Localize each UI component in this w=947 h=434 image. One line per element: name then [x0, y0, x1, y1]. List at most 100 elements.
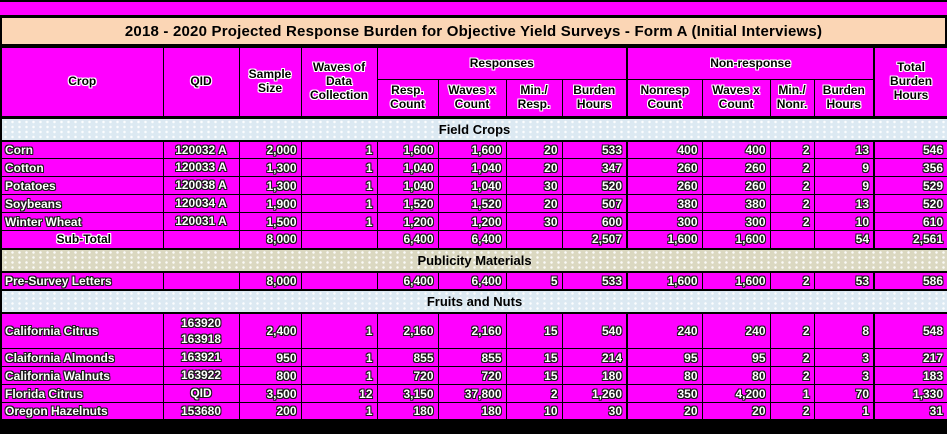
resp-burden-hours-cell: 600 — [561, 212, 628, 231]
qid-cell: QID — [162, 384, 240, 403]
nonresp-count-cell: 240 — [626, 312, 703, 349]
waves-cell — [300, 230, 378, 249]
qid-cell: 163921 — [162, 348, 240, 367]
resp-burden-hours-cell: 214 — [561, 348, 628, 367]
resp-waves-x-count-cell: 1,040 — [437, 176, 507, 195]
section-title: Publicity Materials — [0, 247, 947, 273]
min-per-nonresp-cell: 2 — [769, 366, 815, 385]
nonresp-burden-hours-cell: 10 — [813, 212, 875, 231]
section-band-row: Field Crops — [0, 116, 947, 142]
total-burden-hours-cell: 548 — [873, 312, 947, 349]
resp-count-cell: 1,600 — [376, 140, 439, 159]
resp-count-cell: 855 — [376, 348, 439, 367]
waves-cell — [300, 271, 378, 290]
table-row: Pre-Survey Letters 8,000 6,400 6,400 5 533 1,6… — [0, 271, 947, 290]
crop-cell: Cotton — [0, 158, 164, 177]
group-header-non-response: Non-response — [626, 47, 875, 80]
nonresp-count-cell: 20 — [626, 401, 703, 422]
waves-cell: 1 — [300, 312, 378, 349]
crop-cell: Soybeans — [0, 194, 164, 213]
nonresp-waves-x-count-cell: 4,200 — [701, 384, 771, 403]
min-per-nonresp-cell: 2 — [769, 140, 815, 159]
resp-burden-hours-cell: 30 — [561, 401, 628, 422]
table-row: California Citrus 163920 163918 2,400 1 2,16… — [0, 312, 947, 349]
resp-waves-x-count-cell: 1,040 — [437, 158, 507, 177]
waves-cell: 1 — [300, 401, 378, 422]
waves-cell: 1 — [300, 348, 378, 367]
resp-count-cell: 1,040 — [376, 158, 439, 177]
col-header-total-burden-hours: Total Burden Hours — [873, 47, 947, 118]
min-per-nonresp-cell: 2 — [769, 194, 815, 213]
resp-burden-hours-cell: 540 — [561, 312, 628, 349]
nonresp-count-cell: 300 — [626, 212, 703, 231]
table-row: California Walnuts 163922 800 1 720 720 15 180 8… — [0, 366, 947, 385]
nonresp-waves-x-count-cell: 95 — [701, 348, 771, 367]
table-row: Corn 120032 A 2,000 1 1,600 1,600 20 533 400 400 2… — [0, 140, 947, 159]
waves-cell: 1 — [300, 140, 378, 159]
nonresp-waves-x-count-cell: 240 — [701, 312, 771, 349]
section-title: Fruits and Nuts — [0, 288, 947, 314]
resp-waves-x-count-cell: 2,160 — [437, 312, 507, 349]
resp-waves-x-count-cell: 1,600 — [437, 140, 507, 159]
resp-waves-x-count-cell: 6,400 — [437, 230, 507, 249]
table-row: Potatoes 120038 A 1,300 1 1,040 1,040 30 520 260… — [0, 176, 947, 195]
waves-cell: 1 — [300, 158, 378, 177]
col-header-resp-count: Resp. Count — [376, 79, 439, 118]
crop-cell: Oregon Hazelnuts — [0, 401, 164, 422]
crop-cell: Florida Citrus — [0, 384, 164, 403]
crop-cell: Claifornia Almonds — [0, 348, 164, 367]
col-header-resp-burden-hours: Burden Hours — [561, 79, 628, 118]
nonresp-count-cell: 80 — [626, 366, 703, 385]
col-header-nonresp-burden-hours: Burden Hours — [813, 79, 875, 118]
min-per-resp-cell: 30 — [505, 212, 563, 231]
total-burden-hours-cell: 1,330 — [873, 384, 947, 403]
min-per-resp-cell: 20 — [505, 140, 563, 159]
waves-cell: 1 — [300, 176, 378, 195]
table-row: Florida Citrus QID 3,500 12 3,150 37,800 2 1,26… — [0, 384, 947, 403]
min-per-nonresp-cell: 2 — [769, 212, 815, 231]
total-burden-hours-cell: 2,561 — [873, 230, 947, 249]
waves-cell: 1 — [300, 194, 378, 213]
nonresp-count-cell: 1,600 — [626, 271, 703, 290]
nonresp-count-cell: 1,600 — [626, 230, 703, 249]
resp-count-cell: 6,400 — [376, 230, 439, 249]
total-burden-hours-cell: 356 — [873, 158, 947, 177]
nonresp-burden-hours-cell: 53 — [813, 271, 875, 290]
sample-size-cell: 200 — [238, 401, 302, 422]
nonresp-burden-hours-cell: 9 — [813, 158, 875, 177]
nonresp-burden-hours-cell: 3 — [813, 348, 875, 367]
waves-cell: 1 — [300, 212, 378, 231]
total-burden-hours-cell: 31 — [873, 401, 947, 422]
resp-waves-x-count-cell: 6,400 — [437, 271, 507, 290]
waves-cell: 12 — [300, 384, 378, 403]
min-per-nonresp-cell: 2 — [769, 176, 815, 195]
nonresp-waves-x-count-cell: 80 — [701, 366, 771, 385]
min-per-resp-cell: 20 — [505, 194, 563, 213]
resp-count-cell: 180 — [376, 401, 439, 422]
crop-cell: Potatoes — [0, 176, 164, 195]
min-per-nonresp-cell: 2 — [769, 401, 815, 422]
nonresp-burden-hours-cell: 9 — [813, 176, 875, 195]
crop-cell: Sub-Total — [0, 230, 164, 249]
total-burden-hours-cell: 546 — [873, 140, 947, 159]
sample-size-cell: 1,900 — [238, 194, 302, 213]
table-row: Winter Wheat 120031 A 1,500 1 1,200 1,200 30 60… — [0, 212, 947, 231]
sample-size-cell: 1,500 — [238, 212, 302, 231]
min-per-resp-cell: 15 — [505, 312, 563, 349]
nonresp-burden-hours-cell: 1 — [813, 401, 875, 422]
sample-size-cell: 8,000 — [238, 271, 302, 290]
page-title: 2018 - 2020 Projected Response Burden fo… — [0, 15, 947, 47]
total-burden-hours-cell: 586 — [873, 271, 947, 290]
group-header-responses: Responses — [376, 47, 628, 80]
resp-burden-hours-cell: 520 — [561, 176, 628, 195]
resp-waves-x-count-cell: 855 — [437, 348, 507, 367]
nonresp-burden-hours-cell: 3 — [813, 366, 875, 385]
qid-cell: 120033 A — [162, 158, 240, 177]
resp-count-cell: 1,200 — [376, 212, 439, 231]
resp-count-cell: 1,520 — [376, 194, 439, 213]
total-burden-hours-cell: 217 — [873, 348, 947, 367]
min-per-resp-cell: 10 — [505, 401, 563, 422]
sample-size-cell: 2,000 — [238, 140, 302, 159]
nonresp-count-cell: 380 — [626, 194, 703, 213]
